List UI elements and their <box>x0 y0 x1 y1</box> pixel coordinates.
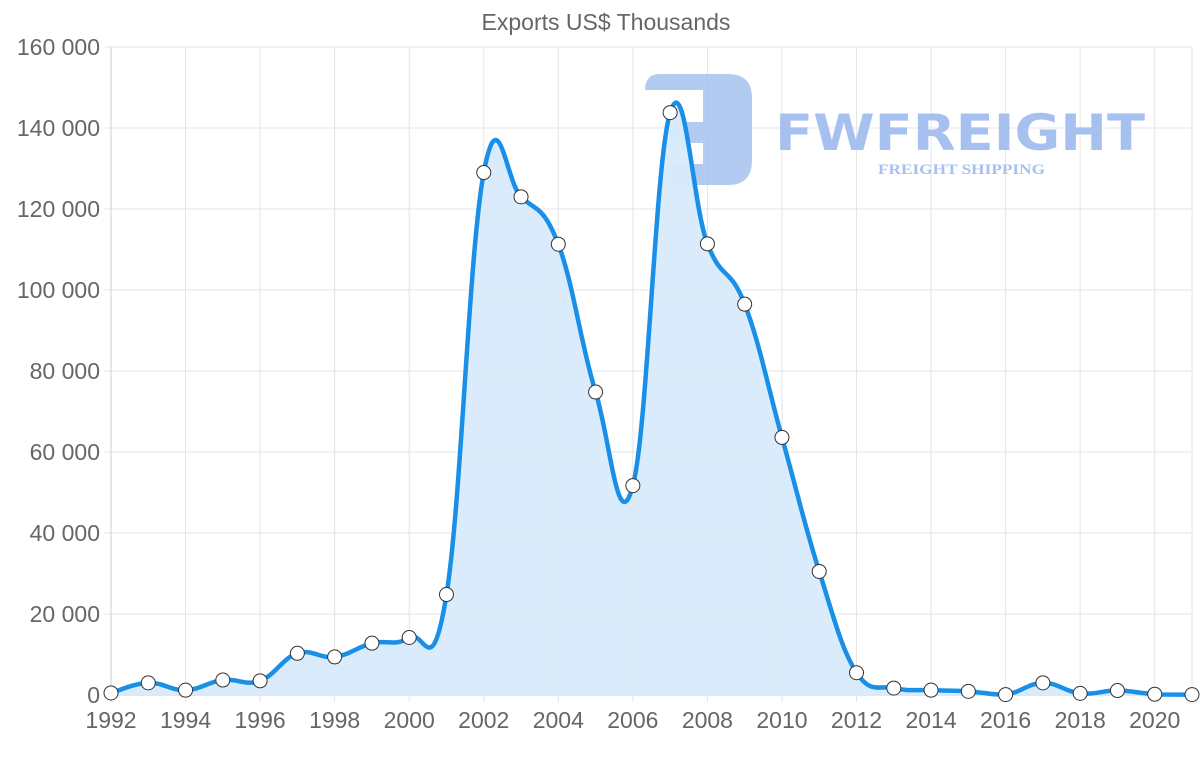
data-point[interactable]: 2001: 24800 <box>438 587 454 603</box>
x-tick-label: 2012 <box>831 707 882 733</box>
x-tick-label: 1998 <box>309 707 360 733</box>
data-point[interactable]: 2011: 30500 <box>811 563 827 579</box>
data-point[interactable]: 2012: 5500 <box>849 665 865 681</box>
area-fill-path <box>111 102 1192 696</box>
data-point[interactable]: 2020: 200 <box>1147 686 1163 702</box>
watermark-brand: FWFREIGHT <box>775 104 1145 162</box>
data-point[interactable]: 1999: 12800 <box>364 635 380 651</box>
data-point[interactable]: 2015: 900 <box>960 683 976 699</box>
data-point[interactable]: 2017: 3000 <box>1035 675 1051 691</box>
data-point[interactable]: 2021: 100 <box>1184 687 1200 703</box>
data-point[interactable]: 2002: 129000 <box>476 165 492 181</box>
watermark-tagline: FREIGHT SHIPPING <box>878 162 1045 178</box>
data-point[interactable]: 1992: 500 <box>103 685 119 701</box>
y-tick-label: 60 000 <box>30 439 100 465</box>
y-tick-label: 0 <box>87 682 100 708</box>
y-tick-label: 120 000 <box>17 196 100 222</box>
y-axis-ticks: 0 20 000 40 000 60 000 80 000 100 000 120 000 1… <box>17 34 100 708</box>
data-point[interactable]: 1995: 3700 <box>215 672 231 688</box>
data-point[interactable]: 2008: 111400 <box>699 236 715 252</box>
x-tick-label: 2020 <box>1129 707 1180 733</box>
data-point[interactable]: 2007: 143800 <box>662 105 678 121</box>
data-point[interactable]: 2019: 1100 <box>1109 683 1125 699</box>
watermark: FWFREIGHT FREIGHT SHIPPING <box>645 74 1145 185</box>
y-tick-label: 40 000 <box>30 520 100 546</box>
data-point[interactable]: 2016: 100 <box>998 687 1014 703</box>
data-point[interactable]: 2004: 111300 <box>550 236 566 252</box>
x-tick-label: 1996 <box>235 707 286 733</box>
data-point[interactable]: 1996: 3500 <box>252 673 268 689</box>
x-tick-label: 2018 <box>1055 707 1106 733</box>
area-fill <box>111 102 1192 696</box>
data-point[interactable]: 1993: 3000 <box>140 675 156 691</box>
x-tick-label: 2014 <box>905 707 956 733</box>
y-tick-label: 20 000 <box>30 601 100 627</box>
x-tick-label: 1994 <box>160 707 211 733</box>
data-point[interactable]: 2013: 1700 <box>886 680 902 696</box>
y-tick-label: 100 000 <box>17 277 100 303</box>
x-tick-label: 1992 <box>85 707 136 733</box>
data-point[interactable]: 2005: 74800 <box>588 384 604 400</box>
y-tick-label: 140 000 <box>17 115 100 141</box>
data-point[interactable]: 1997: 10300 <box>289 645 305 661</box>
chart-title: Exports US$ Thousands <box>482 9 731 35</box>
data-point[interactable]: 2006: 51700 <box>625 478 641 494</box>
data-point[interactable]: 2009: 96500 <box>737 296 753 312</box>
x-tick-label: 2016 <box>980 707 1031 733</box>
x-tick-label: 2006 <box>607 707 658 733</box>
data-point[interactable]: 2018: 400 <box>1072 685 1088 701</box>
data-point[interactable]: 1998: 9400 <box>327 649 343 665</box>
x-tick-label: 2004 <box>533 707 584 733</box>
y-tick-label: 80 000 <box>30 358 100 384</box>
x-tick-label: 2002 <box>458 707 509 733</box>
x-axis-ticks: 1992 1994 1996 1998 2000 2002 2004 2006 2008 2010… <box>85 707 1180 733</box>
data-point[interactable]: 2003: 123000 <box>513 189 529 205</box>
x-tick-label: 2008 <box>682 707 733 733</box>
x-tick-label: 2000 <box>384 707 435 733</box>
fwfreight-logo-icon <box>645 74 752 185</box>
data-point[interactable]: 2000: 14200 <box>401 629 417 645</box>
data-point[interactable]: 2010: 63600 <box>774 429 790 445</box>
x-tick-label: 2010 <box>756 707 807 733</box>
y-tick-label: 160 000 <box>17 34 100 60</box>
